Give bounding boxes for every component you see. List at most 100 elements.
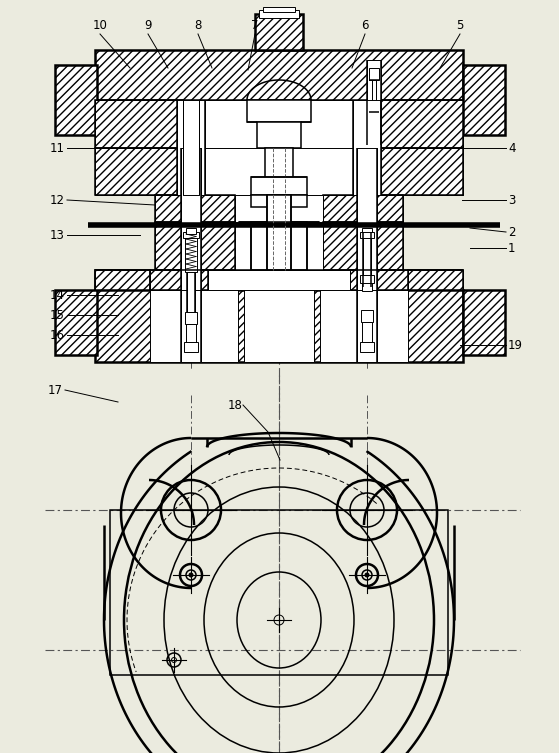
Text: 2: 2 [508,225,515,239]
Bar [320,290,408,362]
Bar [95,100,183,148]
Bar [375,100,463,148]
Bar [95,290,463,362]
Bar [267,195,291,270]
Text: 4: 4 [508,142,515,154]
Bar [95,50,463,100]
Bar [408,270,463,290]
Bar [95,270,150,290]
Bar [235,195,323,222]
Bar [408,270,463,290]
Bar [357,148,377,290]
Bar [185,312,197,324]
Bar [95,148,195,195]
Bar [375,100,463,148]
Text: 11: 11 [50,142,65,154]
Bar [95,290,463,362]
Bar [361,310,373,322]
Bar [183,100,199,195]
Bar [186,324,196,342]
Text: 18: 18 [228,398,243,411]
Bar [95,50,463,100]
Bar [208,270,350,290]
Bar [150,270,208,290]
Bar [155,222,235,270]
Bar [323,195,403,222]
Bar [255,14,303,50]
Bar [362,283,372,291]
Bar [95,270,150,290]
Bar [372,80,376,110]
Bar [150,270,318,290]
Bar [55,290,97,355]
Bar [362,148,463,195]
Bar [150,270,240,290]
Text: 14: 14 [50,288,65,301]
Bar [95,270,150,290]
Bar [265,148,293,195]
Circle shape [365,573,369,577]
Bar [95,100,183,148]
Bar [362,148,463,195]
Bar [350,270,408,290]
Bar [362,228,372,234]
Bar [369,68,379,80]
Bar [408,270,463,290]
Text: 7: 7 [251,19,259,32]
Bar [257,122,301,148]
Bar [360,275,374,283]
Bar [251,195,307,207]
Bar [55,290,97,355]
Bar [187,272,195,312]
Bar [185,232,197,272]
Bar [181,148,201,290]
Bar [320,270,408,290]
Bar [323,222,403,270]
Bar [184,342,198,352]
Bar [181,148,201,195]
Text: 12: 12 [50,194,65,206]
Bar [155,195,235,222]
Bar [353,100,381,195]
Bar [150,270,208,290]
Text: 8: 8 [195,19,202,32]
Bar [463,290,505,355]
Bar [95,148,195,195]
Bar [247,100,311,122]
Bar [110,510,448,675]
Bar [195,148,362,195]
Text: 9: 9 [144,19,151,32]
Bar [259,10,299,18]
Bar [251,222,307,270]
Text: 16: 16 [50,328,65,342]
Text: 1: 1 [508,242,515,255]
Text: 6: 6 [361,19,369,32]
Bar [357,290,377,362]
Bar [186,228,196,234]
Text: 15: 15 [50,309,65,322]
Bar [367,60,381,145]
Bar [363,232,371,287]
Bar [360,232,374,238]
Text: 13: 13 [50,228,65,242]
Bar [55,65,97,135]
Bar [235,222,323,270]
Bar [350,270,408,290]
Bar [95,270,150,290]
Bar [463,65,505,135]
Bar [463,65,505,135]
Bar [150,290,238,362]
Bar [323,195,403,222]
Bar [263,7,295,12]
Bar [318,270,408,290]
Bar [177,100,205,195]
Text: 17: 17 [48,383,63,397]
Text: 19: 19 [508,339,523,352]
Bar [239,222,319,234]
Bar [323,222,403,270]
Bar [244,290,314,362]
Circle shape [189,573,193,577]
Bar [251,177,307,195]
Bar [408,270,463,290]
Text: 5: 5 [456,19,463,32]
